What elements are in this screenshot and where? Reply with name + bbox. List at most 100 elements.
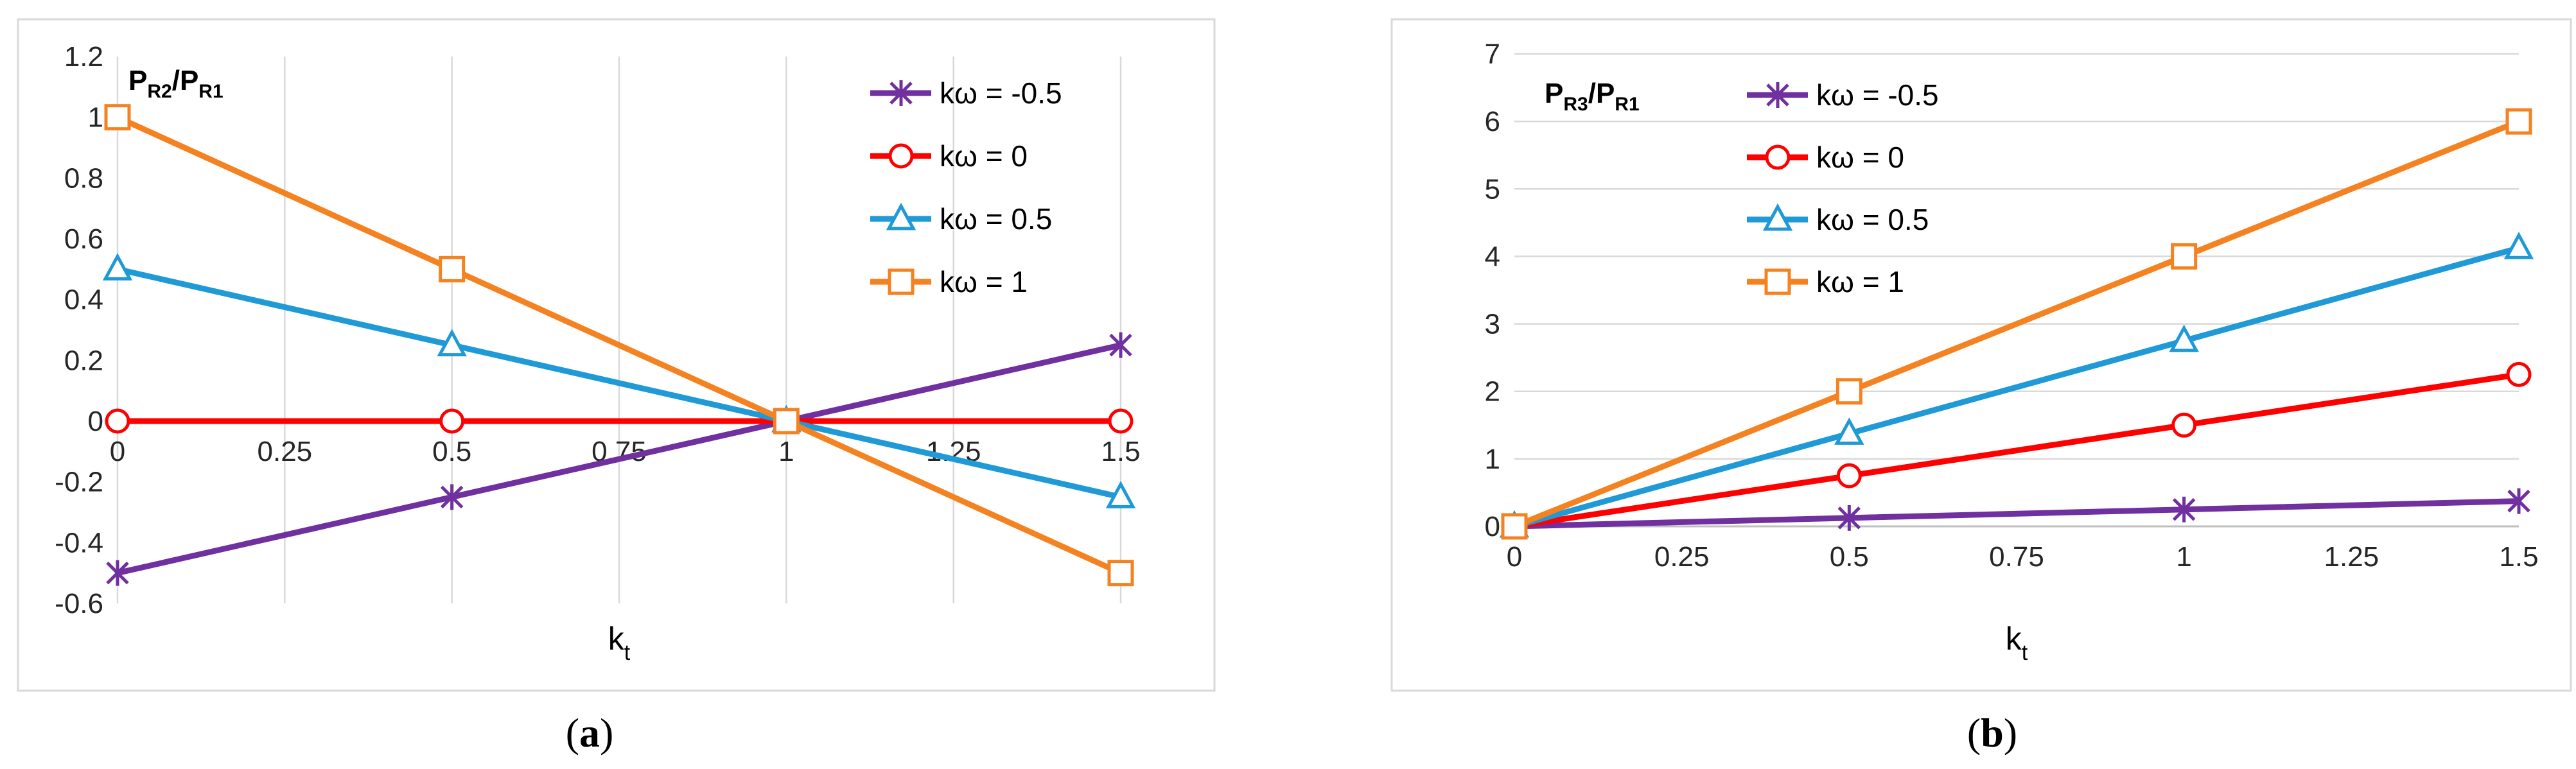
chart-b: 0 1 2 3 4 5 6 7 0 0.25 0.5 0.75 1 1.25 1.5 kt PR3/PR1 kω … xyxy=(1485,39,2539,665)
chart-b-legend-label: kω = 0.5 xyxy=(1816,203,1929,236)
chart-a-x-tick-label: 0.25 xyxy=(258,436,313,467)
chart-b-x-tick-label: 0 xyxy=(1507,541,1522,573)
chart-a-y-axis-label-part: R1 xyxy=(198,81,223,102)
chart-b-x-tick-label: 1.5 xyxy=(2499,541,2538,573)
chart-a-data-point xyxy=(104,104,131,131)
chart-b-y-tick-label: 4 xyxy=(1485,241,1500,272)
chart-b-data-point xyxy=(1837,505,1861,531)
chart-a-series-line xyxy=(117,266,1121,500)
chart-a-data-point xyxy=(105,408,130,434)
chart-b-y-tick-label: 1 xyxy=(1485,444,1500,475)
chart-b-y-tick-label: 3 xyxy=(1485,309,1500,340)
caption-b-open: ( xyxy=(1967,710,1981,756)
chart-b-data-point xyxy=(2505,108,2532,135)
chart-a-series-line xyxy=(116,114,1122,576)
caption-b: (b) xyxy=(1967,710,2017,756)
chart-b-x-tick-label: 1.25 xyxy=(2324,541,2379,573)
chart-b-data-point xyxy=(1836,463,1862,488)
chart-b-legend-marker xyxy=(1762,203,1793,231)
chart-b-x-tick-label: 0.5 xyxy=(1830,541,1869,573)
chart-b-y-axis-label-part: P xyxy=(1545,78,1563,109)
chart-a-y-tick-label: 1.2 xyxy=(64,41,103,73)
chart-a-data-point xyxy=(773,408,800,435)
chart-b-y-tick-label: 2 xyxy=(1485,376,1500,408)
chart-b-data-point xyxy=(2171,243,2198,270)
chart-b-data-point xyxy=(2507,488,2530,514)
chart-a-series xyxy=(102,104,1136,587)
caption-b-letter: b xyxy=(1981,710,2004,756)
chart-b-x-axis-label-main: k xyxy=(2006,621,2022,657)
chart-a-x-tick-label: 0.5 xyxy=(432,436,471,467)
chart-b-y-axis-label-part: R3 xyxy=(1563,94,1588,115)
chart-a-legend: kω = -0.5 kω = 0 kω = 0.5 kω = 1 xyxy=(870,76,1062,298)
chart-a-data-point xyxy=(106,560,129,586)
chart-b-data-point xyxy=(2506,361,2532,387)
chart-a-data-point xyxy=(1108,408,1134,434)
chart-a-y-tick-label: 0.4 xyxy=(64,284,103,316)
chart-b-x-axis-label: kt xyxy=(2006,621,2028,665)
chart-a-data-point xyxy=(439,408,465,434)
chart-b-data-point xyxy=(2171,412,2197,438)
chart-b-legend-marker xyxy=(1764,268,1791,295)
chart-b-series-line xyxy=(1514,371,2519,530)
chart-b-series-line xyxy=(1513,118,2520,530)
chart-b-data-point xyxy=(1834,417,1864,445)
chart-a-legend-marker xyxy=(888,268,915,295)
chart-a-legend-label: kω = 0.5 xyxy=(940,202,1052,236)
chart-a-y-axis-label-part: R2 xyxy=(147,81,171,102)
chart-b-legend-label: kω = -0.5 xyxy=(1816,78,1939,112)
chart-a-y-tick-label: 0.2 xyxy=(64,345,103,376)
chart-a-y-tick-label: 0.8 xyxy=(64,162,103,194)
chart-b-legend-marker xyxy=(1765,144,1791,170)
chart-a-y-axis-label-part: P xyxy=(128,65,147,96)
chart-a-data-point xyxy=(1109,332,1132,358)
chart-b-y-tick-label: 5 xyxy=(1485,173,1500,205)
chart-b-x-axis-label-sub: t xyxy=(2022,641,2028,665)
chart-b-y-tick-label: 7 xyxy=(1485,39,1500,70)
chart-b-y-axis-label-part: R1 xyxy=(1615,94,1639,115)
chart-a-x-tick-label: 1 xyxy=(778,436,794,467)
chart-a-legend-marker xyxy=(888,143,914,169)
chart-b-series-line xyxy=(1514,498,2519,530)
chart-a-legend-label: kω = -0.5 xyxy=(940,76,1062,110)
chart-a-x-tick-label: 1.5 xyxy=(1101,436,1140,467)
chart-a-y-tick-label: 0 xyxy=(88,406,103,437)
chart-a-data-point xyxy=(1105,481,1136,508)
chart-a-x-axis-label-main: k xyxy=(608,621,625,657)
chart-b-y-tick-label: 0 xyxy=(1485,511,1500,542)
chart-a: -0.6-0.4-0.200.20.40.60.811.20 0.25 0.5 0.7… xyxy=(55,41,1140,665)
chart-a-x-tick-label: 0 xyxy=(110,436,125,467)
chart-b-data-point xyxy=(2503,232,2534,259)
chart-b-series-line xyxy=(1513,245,2520,530)
chart-a-y-ticks: -0.6 -0.4 -0.2 0 0.2 0.4 0.6 0.8 1 1.2 xyxy=(55,41,103,619)
chart-b-x-tick-label: 0.25 xyxy=(1654,541,1710,573)
chart-a-y-tick-label: 1 xyxy=(88,102,103,134)
chart-a-y-tick-label: 0.6 xyxy=(64,223,103,255)
chart-b-x-tick-label: 1 xyxy=(2176,541,2191,573)
caption-a-letter: a xyxy=(579,710,600,756)
chart-a-data-point xyxy=(440,484,464,510)
caption-a-close: ) xyxy=(600,710,613,756)
chart-b-y-axis-label-part: /P xyxy=(1588,78,1615,109)
chart-a-data-point xyxy=(102,253,133,281)
chart-b-y-ticks: 0 1 2 3 4 5 6 7 xyxy=(1485,39,1500,542)
chart-b-data-point xyxy=(2169,324,2199,352)
chart-b-x-tick-label: 0.75 xyxy=(1989,541,2044,573)
chart-a-legend-marker xyxy=(889,80,913,106)
chart-a-legend-label: kω = 0 xyxy=(940,139,1028,173)
caption-a: (a) xyxy=(566,710,614,756)
chart-a-data-point xyxy=(437,329,467,357)
chart-a-x-axis-label: kt xyxy=(608,621,631,665)
chart-a-data-point xyxy=(439,255,466,282)
caption-a-open: ( xyxy=(566,710,579,756)
chart-b-y-tick-label: 6 xyxy=(1485,106,1500,137)
chart-b-legend: kω = -0.5 kω = 0 kω = 0.5 kω = 1 xyxy=(1747,78,1939,298)
chart-a-data-point xyxy=(1107,560,1134,587)
chart-a-legend-marker xyxy=(886,202,916,230)
chart-b-data-point xyxy=(1501,513,1528,540)
chart-b-frame xyxy=(1390,18,2572,692)
chart-b-data-point xyxy=(1836,378,1862,405)
caption-b-close: ) xyxy=(2004,710,2017,756)
chart-b-series xyxy=(1499,108,2534,540)
